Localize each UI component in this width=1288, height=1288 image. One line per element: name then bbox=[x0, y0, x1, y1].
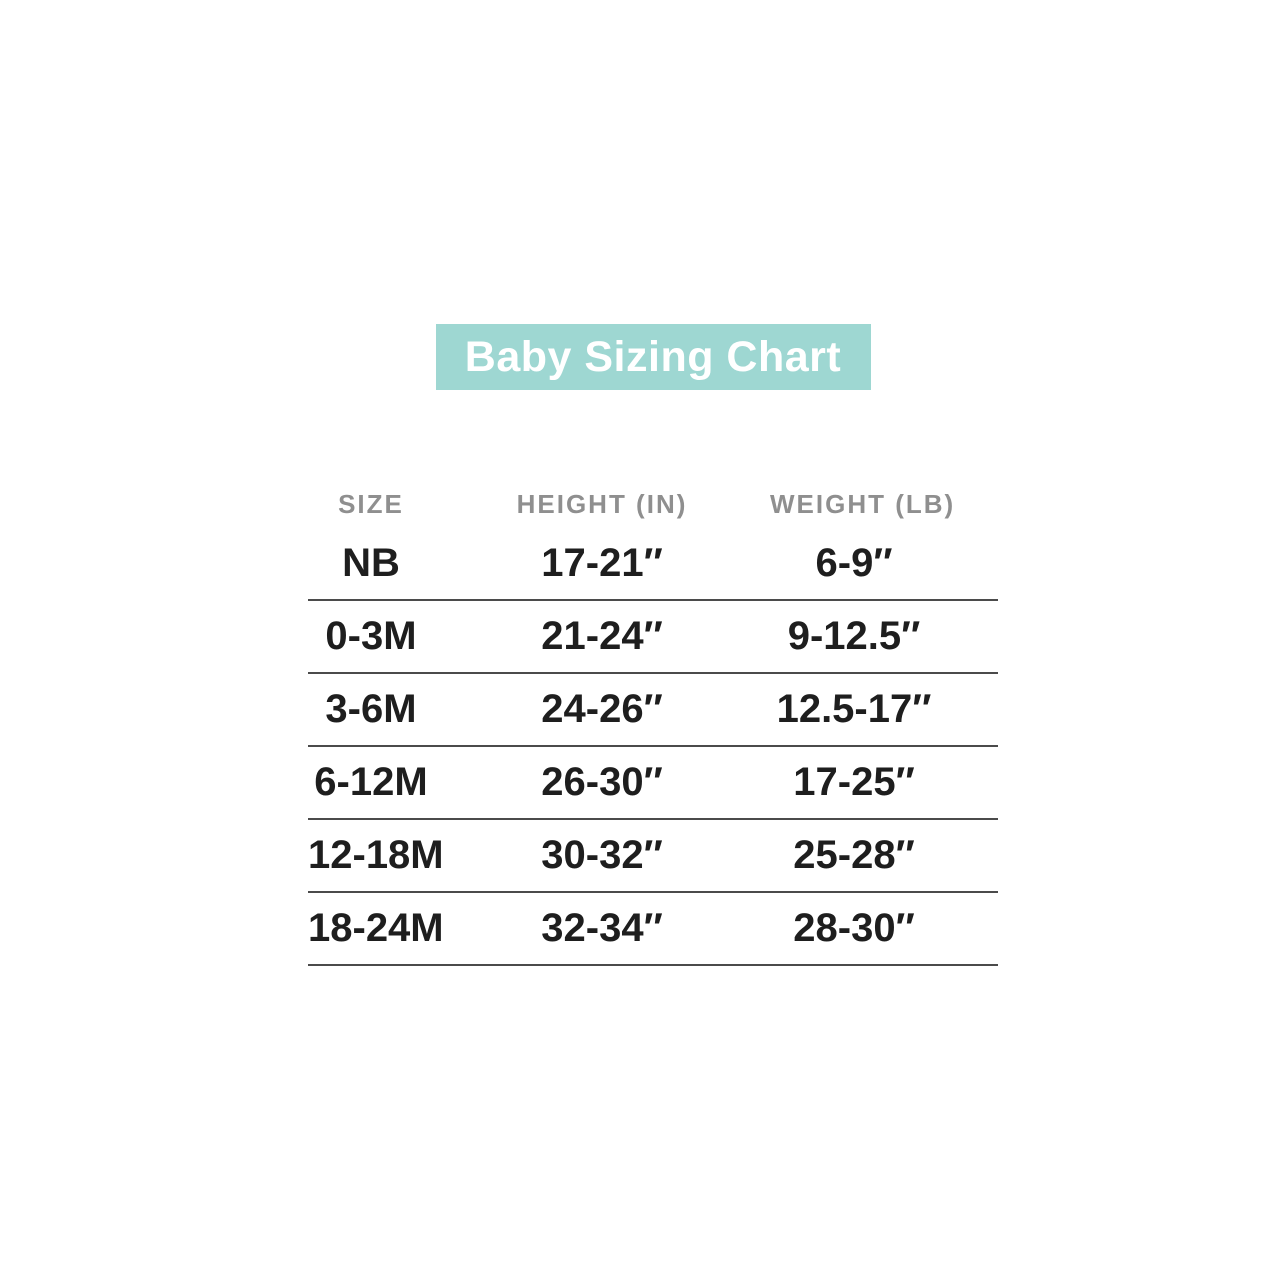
table-row-12-18m: 12-18M 30-32″ 25-28″ bbox=[308, 820, 998, 893]
page-title: Baby Sizing Chart bbox=[435, 324, 871, 390]
cell-size: 18-24M bbox=[308, 906, 444, 950]
cell-size: 12-18M bbox=[308, 833, 444, 877]
table-header-row: SIZE HEIGHT (IN) WEIGHT (LB) bbox=[308, 480, 998, 528]
size-table: SIZE HEIGHT (IN) WEIGHT (LB) NB 17-21″ 6… bbox=[308, 480, 998, 966]
cell-height: 21-24″ bbox=[541, 614, 663, 658]
cell-weight: 12.5-17″ bbox=[776, 687, 932, 731]
cell-size: 3-6M bbox=[325, 687, 417, 731]
cell-height: 32-34″ bbox=[541, 906, 663, 950]
cell-height: 17-21″ bbox=[541, 541, 663, 585]
cell-weight: 6-9″ bbox=[815, 541, 893, 585]
column-header-height: HEIGHT (IN) bbox=[516, 488, 688, 519]
table-row-3-6m: 3-6M 24-26″ 12.5-17″ bbox=[308, 674, 998, 747]
cell-size: 6-12M bbox=[314, 760, 428, 804]
column-header-size: SIZE bbox=[338, 488, 404, 519]
cell-weight: 25-28″ bbox=[793, 833, 915, 877]
table-row-nb: NB 17-21″ 6-9″ bbox=[308, 528, 998, 601]
cell-height: 24-26″ bbox=[541, 687, 663, 731]
cell-weight: 17-25″ bbox=[793, 760, 915, 804]
cell-size: 0-3M bbox=[325, 614, 417, 658]
cell-size: NB bbox=[342, 541, 400, 585]
column-header-weight: WEIGHT (LB) bbox=[770, 488, 956, 519]
cell-weight: 9-12.5″ bbox=[787, 614, 921, 658]
chart-content: Baby Sizing Chart SIZE HEIGHT (IN) WEIGH… bbox=[308, 324, 998, 966]
table-row-18-24m: 18-24M 32-34″ 28-30″ bbox=[308, 893, 998, 966]
table-row-0-3m: 0-3M 21-24″ 9-12.5″ bbox=[308, 601, 998, 674]
table-row-6-12m: 6-12M 26-30″ 17-25″ bbox=[308, 747, 998, 820]
cell-height: 30-32″ bbox=[541, 833, 663, 877]
cell-weight: 28-30″ bbox=[793, 906, 915, 950]
cell-height: 26-30″ bbox=[541, 760, 663, 804]
